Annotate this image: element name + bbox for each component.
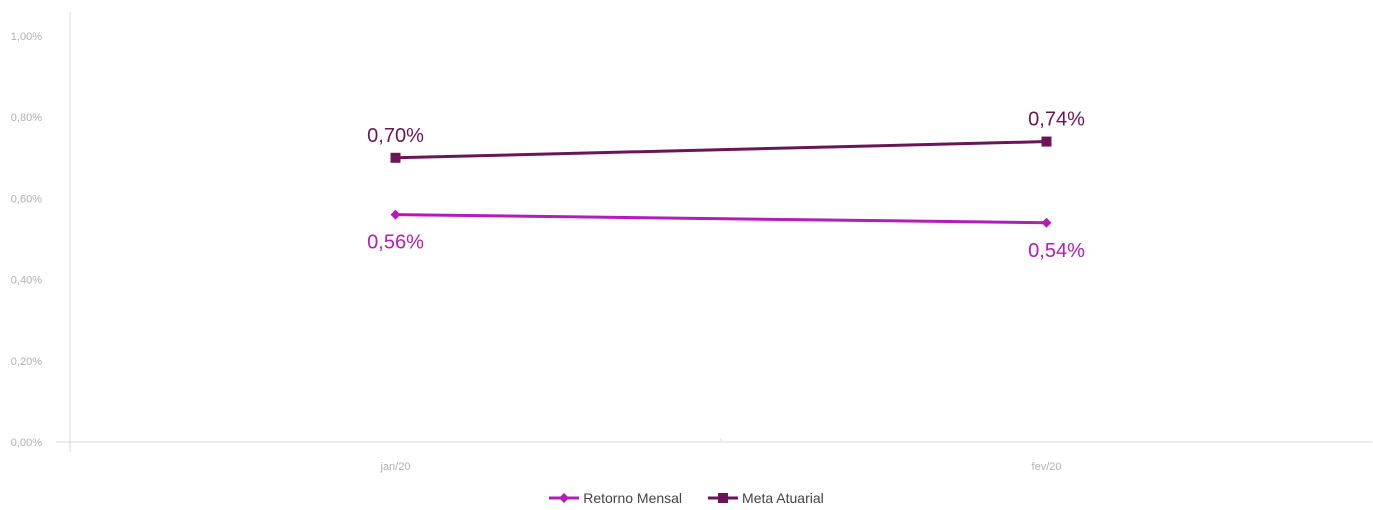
- data-labels: 0,56% 0,54% 0,70% 0,74%: [367, 109, 1085, 262]
- data-point-diamond: [390, 209, 401, 220]
- x-tick-label: jan/20: [380, 461, 411, 473]
- y-tick-label: 0,40%: [11, 275, 42, 287]
- x-axis-ticks: jan/20 fev/20: [380, 461, 1062, 473]
- square-marker-icon: [708, 493, 739, 503]
- axes: [56, 12, 1372, 452]
- series-line-meta-atuarial: [395, 140, 1047, 160]
- y-tick-label: 0,60%: [11, 193, 42, 205]
- data-point-square: [1041, 136, 1052, 147]
- legend-label-retorno: Retorno Mensal: [583, 490, 683, 506]
- series-layer: [390, 136, 1052, 228]
- legend: Retorno Mensal Meta Atuarial: [0, 490, 1373, 506]
- legend-label-meta: Meta Atuarial: [742, 490, 824, 506]
- data-label: 0,56%: [367, 232, 424, 254]
- data-label: 0,54%: [1028, 240, 1085, 262]
- y-tick-label: 0,80%: [11, 112, 42, 124]
- data-label: 0,74%: [1028, 109, 1085, 131]
- y-axis-ticks: 0,00% 0,20% 0,40% 0,60% 0,80% 1,00%: [11, 31, 42, 449]
- y-tick-label: 0,00%: [11, 437, 42, 449]
- x-tick-label: fev/20: [1032, 461, 1062, 473]
- data-label: 0,70%: [367, 125, 424, 147]
- diamond-marker-icon: [549, 493, 580, 503]
- series-line-retorno-mensal: [395, 213, 1047, 225]
- data-point-square: [390, 152, 401, 163]
- y-tick-label: 0,20%: [11, 356, 42, 368]
- data-point-diamond: [1041, 217, 1052, 228]
- y-tick-label: 1,00%: [11, 31, 42, 43]
- legend-item-meta: Meta Atuarial: [708, 490, 824, 506]
- legend-item-retorno: Retorno Mensal: [549, 490, 682, 506]
